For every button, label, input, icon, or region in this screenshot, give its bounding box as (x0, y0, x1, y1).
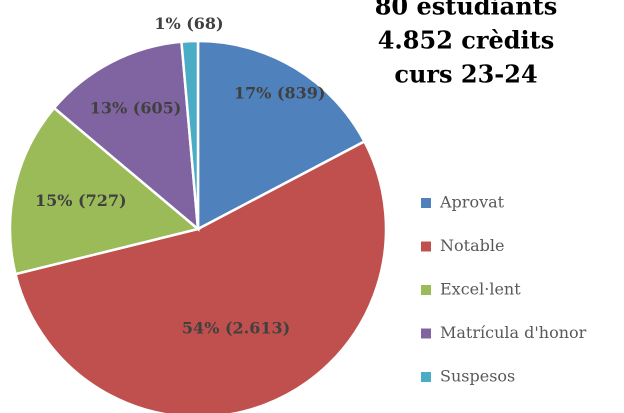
chart-title: 4.852 crèdits (378, 26, 555, 55)
pie-slice (13, 139, 388, 413)
legend-swatch (421, 372, 431, 382)
legend-label: Aprovat (439, 193, 505, 212)
chart-title: curs 23-24 (394, 60, 537, 89)
value-label: 1% (68) (154, 14, 223, 33)
pie-slice (196, 39, 367, 232)
pie (8, 39, 388, 413)
legend-label: Notable (440, 236, 504, 255)
pie-slice (180, 39, 200, 230)
legend-swatch (421, 198, 431, 208)
pie-slice (8, 106, 201, 276)
value-label: 54% (2.613) (182, 319, 290, 338)
chart-title: 80 estudiants (375, 0, 558, 21)
legend-label: Matrícula d'honor (440, 323, 587, 342)
title-block: 80 estudiants 4.852 crèdits curs 23-24 (375, 0, 558, 89)
value-labels: 17% (839) 54% (2.613) 15% (727) 13% (605) 1%… (35, 14, 325, 338)
value-label: 13% (605) (90, 98, 182, 117)
pie-slice (52, 40, 200, 232)
legend-swatch (421, 328, 431, 339)
legend-label: Suspesos (440, 367, 515, 386)
legend-swatch (421, 241, 431, 252)
legend-label: Excel·lent (440, 280, 521, 299)
legend: Aprovat Notable Excel·lent Matrícula d'hono… (421, 193, 587, 386)
value-label: 17% (839) (234, 83, 326, 102)
legend-swatch (421, 285, 431, 295)
value-label: 15% (727) (35, 191, 127, 210)
